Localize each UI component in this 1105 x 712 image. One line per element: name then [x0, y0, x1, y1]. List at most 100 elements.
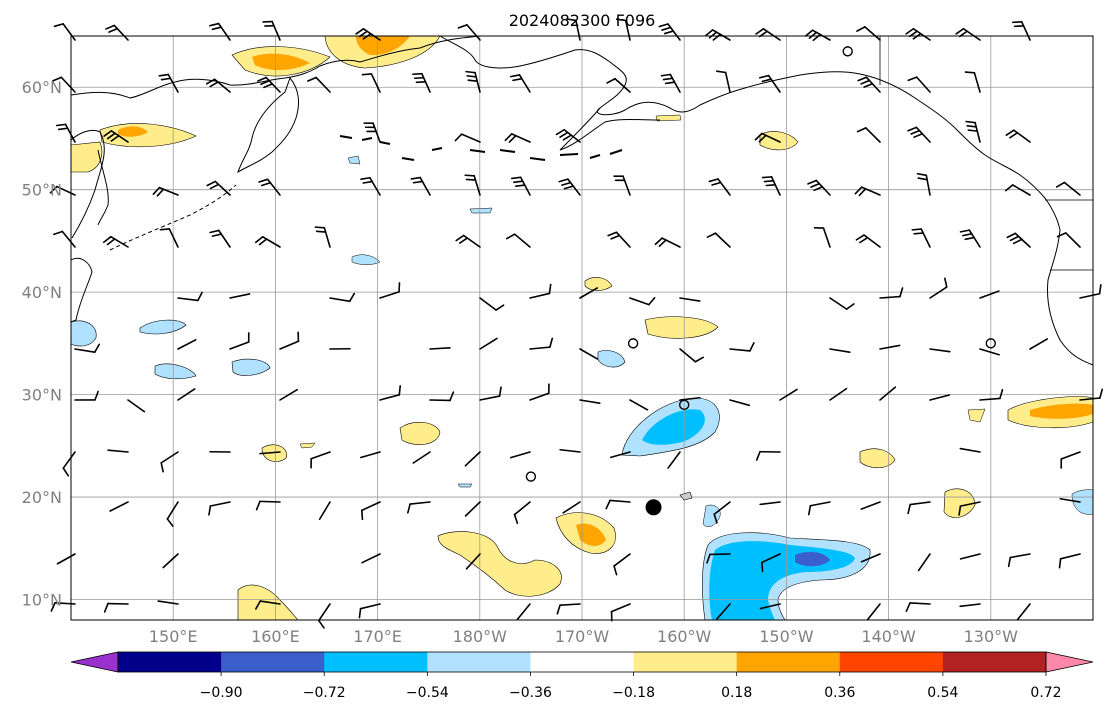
colorbar-tick-label: −0.18	[612, 685, 655, 701]
longitude-label: 160°W	[657, 627, 712, 646]
positive-core-anadyr	[356, 36, 410, 56]
positive-region-east-19n	[943, 488, 976, 518]
wind-barb	[259, 451, 281, 455]
longitude-label: 150°W	[759, 627, 814, 646]
wind-barb	[358, 603, 381, 619]
wind-barb	[49, 185, 76, 196]
wind-barb	[1079, 388, 1104, 401]
wind-barb	[558, 178, 581, 196]
wind-barb	[257, 76, 281, 93]
colorbar-segment	[530, 652, 635, 672]
wind-barb	[907, 501, 931, 515]
wind-barb	[654, 237, 681, 248]
wind-barb	[479, 297, 505, 311]
colorbar-tick-label: 0.18	[721, 685, 752, 701]
wind-barb	[464, 451, 481, 467]
wind-barb	[807, 179, 831, 196]
wind-barb	[504, 133, 531, 143]
wind-barb	[1029, 338, 1049, 350]
wind-barb	[713, 501, 731, 524]
wind-barb	[905, 602, 931, 612]
wind-barb	[205, 78, 231, 93]
wind-barb	[879, 386, 897, 401]
positive-core-kamchatka-north	[252, 53, 310, 71]
wind-barb	[716, 603, 731, 620]
wind-barb	[706, 232, 731, 248]
wind-barb	[813, 226, 831, 248]
wind-barb	[755, 450, 781, 461]
wind-barb	[166, 501, 179, 527]
wind-barb	[479, 337, 498, 350]
wind-barb	[566, 18, 581, 41]
wind-barb	[965, 120, 981, 143]
wind-barb	[606, 77, 631, 93]
positive-region-east-small	[967, 408, 986, 423]
wind-barb	[529, 383, 550, 401]
coastline-sakhalin	[97, 149, 109, 226]
longitude-label: 130°W	[964, 627, 1019, 646]
wind-barb	[629, 296, 656, 306]
wind-barb	[455, 234, 481, 248]
wind-barb	[555, 128, 581, 143]
wind-barb	[457, 24, 481, 41]
longitude-label: 170°W	[555, 627, 610, 646]
wind-barb	[361, 73, 381, 93]
longitude-label: 170°E	[353, 627, 402, 646]
wind-barb	[465, 70, 481, 93]
wind-barb	[407, 501, 431, 514]
positive-region-mid-north	[584, 277, 613, 291]
wind-barb	[52, 76, 76, 93]
colorbar	[70, 651, 1094, 673]
wind-barb	[429, 347, 451, 350]
wind-barb	[829, 348, 851, 354]
wind-barb	[258, 178, 281, 196]
wind-barb	[917, 553, 931, 572]
longitude-labels: 150°E 160°E 170°E 180°W 170°W 160°W 150°W 140°W…	[149, 627, 1018, 646]
wind-barb	[979, 348, 1000, 356]
wind-barb	[759, 603, 781, 610]
wind-barb	[516, 603, 531, 621]
wind-barb	[177, 291, 203, 302]
positive-region-east-22n	[859, 448, 896, 469]
map-gridlines	[71, 36, 1093, 620]
wind-barb	[177, 338, 197, 350]
wind-barb	[209, 229, 231, 248]
wind-barb	[706, 553, 731, 564]
positive-region-tiny-24n	[299, 442, 316, 449]
wind-barb	[329, 292, 356, 303]
wind-barb	[860, 501, 881, 510]
wind-barb	[829, 297, 855, 310]
wind-barb	[959, 229, 981, 248]
wind-barb	[929, 277, 948, 299]
coastline-okhotsk-west	[70, 129, 105, 239]
negative-region-central-33n	[597, 350, 626, 368]
wind-barb	[907, 126, 931, 143]
coastline-kurils	[109, 184, 237, 251]
negative-region-tiny-49n	[469, 207, 493, 214]
wind-barb	[1059, 497, 1081, 503]
wind-barb	[314, 226, 331, 248]
wind-barb	[103, 130, 129, 143]
wind-barb	[729, 399, 751, 407]
wind-barb	[729, 342, 755, 352]
wind-barb	[1007, 553, 1031, 568]
wind-barb	[254, 235, 281, 248]
wind-barb	[609, 451, 631, 459]
wind-barb	[807, 501, 831, 516]
wind-barb	[613, 553, 631, 576]
wind-barb	[255, 600, 281, 610]
wind-barb	[556, 603, 581, 615]
wind-barb	[412, 451, 431, 464]
wind-barb	[759, 74, 781, 93]
negative-region-west-32n	[154, 363, 197, 380]
wind-barb	[929, 394, 951, 401]
map-title: 2024082300 F096	[509, 11, 656, 30]
colorbar-segment	[324, 652, 428, 672]
wind-barb	[715, 70, 731, 93]
wind-barb	[804, 29, 831, 42]
latitude-label: 30°N	[22, 386, 62, 405]
wind-barb	[1056, 232, 1081, 248]
wind-barb	[860, 553, 881, 563]
wind-barb	[1004, 184, 1031, 196]
wind-barb	[579, 348, 599, 360]
